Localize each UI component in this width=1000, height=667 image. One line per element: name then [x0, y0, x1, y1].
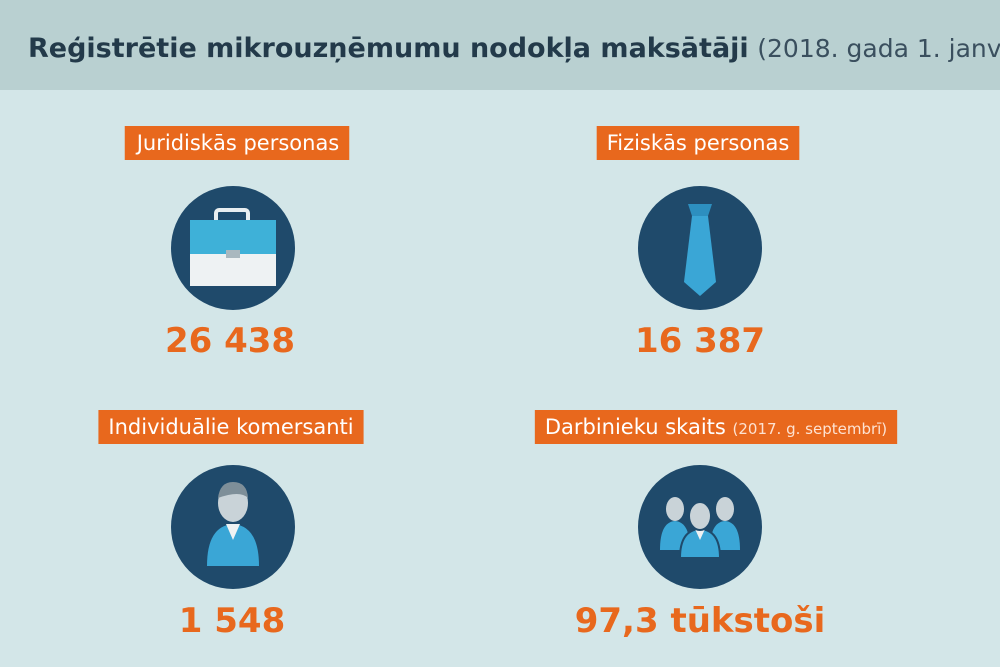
value: 26 438 [165, 321, 295, 361]
label-note: (2017. g. septembrī) [733, 420, 888, 438]
item: Darbinieku skaits (2017. g. septembrī) [534, 410, 898, 444]
label: Juridiskās personas [135, 131, 340, 155]
label-text: Darbinieku skaits [545, 415, 726, 439]
item: Individuālie komersanti [98, 410, 364, 444]
people-icon [660, 497, 740, 559]
tie-icon [684, 204, 716, 296]
label-text: Individuālie komersanti [108, 415, 353, 439]
label-box [534, 410, 898, 444]
label: Darbinieku skaits (2017. g. septembrī) [545, 415, 887, 439]
label-box [596, 126, 800, 160]
briefcase-icon [190, 208, 276, 286]
label: Fiziskās personas [607, 131, 790, 155]
subtitle: (2018. gada 1. janvārī) [757, 34, 1000, 63]
item: Juridiskās personas [124, 126, 350, 160]
title: Reģistrētie mikrouzņēmumu nodokļa maksāt… [28, 33, 749, 64]
label: Individuālie komersanti [108, 415, 353, 439]
value: 1 548 [179, 601, 285, 641]
header: Reģistrētie mikrouzņēmumu nodokļa maksāt… [28, 33, 1000, 64]
label-box [124, 126, 350, 160]
item: Fiziskās personas [596, 126, 800, 160]
label-text: Juridiskās personas [135, 131, 340, 155]
value: 97,3 tūkstoši [575, 601, 826, 641]
header-bar [0, 0, 1000, 90]
person-icon [207, 482, 259, 566]
value: 16 387 [635, 321, 765, 361]
label-text: Fiziskās personas [607, 131, 790, 155]
label-box [98, 410, 364, 444]
